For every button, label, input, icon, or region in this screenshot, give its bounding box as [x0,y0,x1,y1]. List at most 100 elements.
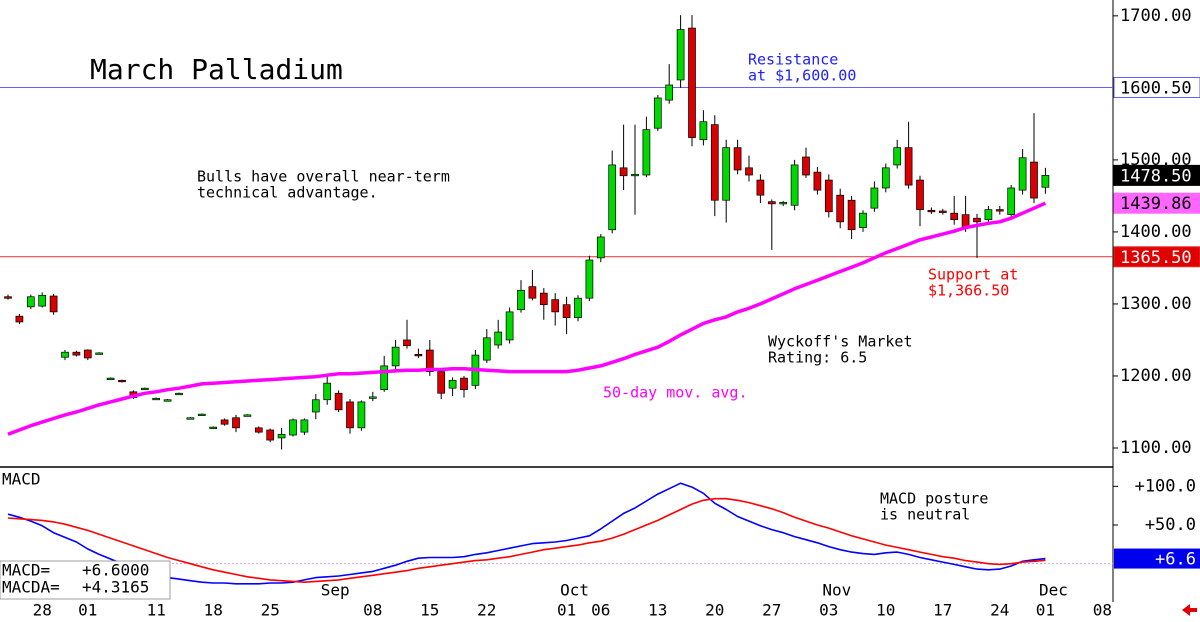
x-month-label: Sep [321,581,350,600]
candle-body [881,167,890,189]
annotation: MACD posture [880,490,988,508]
x-tick-label: 01 [78,601,97,620]
macd-tick-label: +100.0 [1135,476,1196,496]
x-tick-label: 18 [204,601,223,620]
candle-body [61,351,69,358]
x-tick-label: 22 [477,601,496,620]
candle-body [973,217,981,223]
candle-body [950,212,959,221]
macd-tag [1114,548,1200,569]
candle-body [118,379,126,383]
candle-body [197,413,206,416]
candle-body [4,296,12,299]
x-tick-label: 25 [261,601,280,620]
candle-body [38,294,47,307]
candle-body [414,354,423,357]
candle-body [916,179,924,210]
scroll-arrow[interactable] [1182,604,1197,616]
x-month-label: Nov [822,581,851,600]
candle-body [904,147,913,186]
candle-body [368,396,377,399]
candle-body [72,351,81,356]
candle-body [460,377,468,391]
x-tick-label: 08 [1093,601,1112,620]
candle-body [15,315,24,323]
candle-body [232,417,240,429]
candle-body [824,179,833,213]
x-tick-label: 17 [933,601,952,620]
x-tick-label: 24 [990,601,1009,620]
candle-body [847,199,856,231]
x-tick-label: 08 [363,601,382,620]
candle-body [1041,175,1050,188]
macd-line [7,482,1046,585]
annotation: Wyckoff's Market [768,333,913,351]
candle-body [802,156,810,176]
price-tag-label: 1365.50 [1120,248,1192,268]
y-tick-label: 1100.00 [1120,438,1192,458]
candle-body [676,29,685,81]
candle-body [779,202,788,205]
candle-body [562,304,571,318]
candle-body [163,399,172,402]
x-tick-label: 06 [591,601,610,620]
candle-body [494,331,503,346]
x-tick-label: 10 [876,601,895,620]
candle-body [836,194,845,223]
x-tick-label: 27 [762,601,781,620]
price-tag [1113,164,1200,186]
candle-body [277,433,286,439]
x-tick-label: 13 [648,601,667,620]
candle-body [893,147,902,166]
candle-body [574,297,582,318]
candle-body [83,349,92,359]
annotation: Rating: 6.5 [768,349,867,367]
y-tick-label: 1300.00 [1120,294,1192,314]
candle-body [756,179,765,196]
candle-body [699,121,708,141]
candle-body [1030,161,1038,199]
candle-body [528,286,537,299]
readout-box [0,560,171,600]
candle-body [859,212,867,228]
candle-body [482,337,491,361]
price-tag [1113,77,1200,99]
candle-body [140,387,149,391]
macd-line [7,497,1046,583]
candle-body [425,349,434,372]
candle-body [596,236,605,259]
candle-body [870,187,879,209]
candle-body [220,419,229,425]
candle-body [619,167,628,177]
x-tick-label: 01 [1036,601,1055,620]
candle-body [767,201,776,205]
candle-body [357,401,366,429]
chart-title: March Palladium [90,53,343,86]
candle-body [448,379,457,389]
candle-body [665,84,674,101]
annotation: is neutral [880,506,970,524]
annotation: Support at [928,266,1018,284]
price-tag [1113,246,1200,268]
candle-body [26,296,35,308]
moving-average-line [7,201,1047,436]
candle-body [175,392,183,396]
candle-body [813,171,822,191]
price-tag [1113,192,1200,214]
candle-body [380,365,389,391]
price-tag-label: 1600.50 [1120,79,1192,99]
candle-body [334,392,343,411]
annotation: at $1,600.00 [748,67,856,85]
candle-body [403,339,411,347]
candle-body [631,173,639,177]
macd-tick-label: +50.0 [1145,515,1196,535]
x-tick-label: 11 [147,601,166,620]
candle-body [49,295,58,313]
candle-body [95,352,104,355]
candle-body [254,427,263,433]
x-tick-label: 20 [705,601,724,620]
candle-body [995,209,1004,212]
x-tick-label: 28 [33,601,52,620]
y-tick-label: 1700.00 [1120,6,1192,26]
